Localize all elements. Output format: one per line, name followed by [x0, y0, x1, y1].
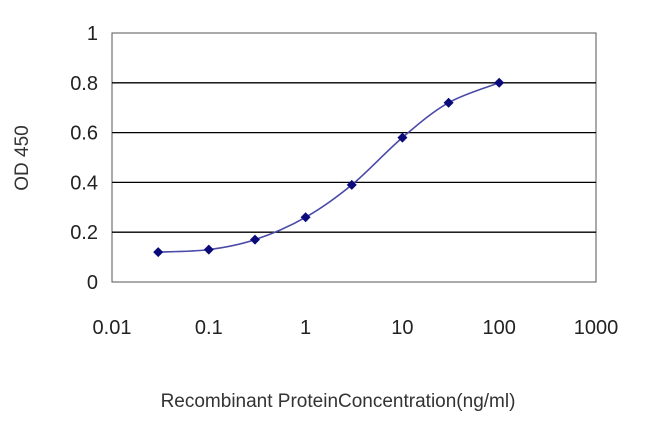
y-tick-label: 0.6 [70, 123, 98, 145]
x-axis-tick-labels: 0.01 0.1 1 10 100 1000 [93, 317, 619, 339]
x-tick-label: 1000 [574, 317, 619, 339]
series-line [158, 82, 500, 253]
data-point-marker [203, 244, 214, 255]
data-point-marker [346, 179, 357, 190]
y-tick-label: 0 [87, 272, 98, 294]
x-tick-label: 1 [300, 317, 311, 339]
x-tick-label: 0.01 [93, 317, 132, 339]
y-axis-tick-labels: 0 0.2 0.4 0.6 0.8 1 [70, 23, 98, 294]
y-axis-title: OD 450 [12, 125, 33, 190]
x-axis-title: Recombinant ProteinConcentration(ng/ml) [161, 391, 516, 412]
x-tick-label: 0.1 [195, 317, 223, 339]
x-tick-label: 100 [483, 317, 516, 339]
y-tick-label: 0.8 [70, 73, 98, 95]
data-point-marker [494, 77, 505, 88]
data-point-marker [249, 234, 260, 245]
y-tick-label: 0.2 [70, 222, 98, 244]
y-tick-label: 0.4 [70, 172, 98, 194]
data-point-marker [443, 97, 454, 108]
gridlines [112, 82, 596, 233]
y-tick-label: 1 [87, 23, 98, 45]
data-point-marker [397, 132, 408, 143]
x-tick-label: 10 [391, 317, 413, 339]
data-point-marker [300, 212, 311, 223]
data-point-marker [153, 247, 164, 258]
plot-area [111, 32, 597, 283]
data-points [153, 77, 505, 258]
